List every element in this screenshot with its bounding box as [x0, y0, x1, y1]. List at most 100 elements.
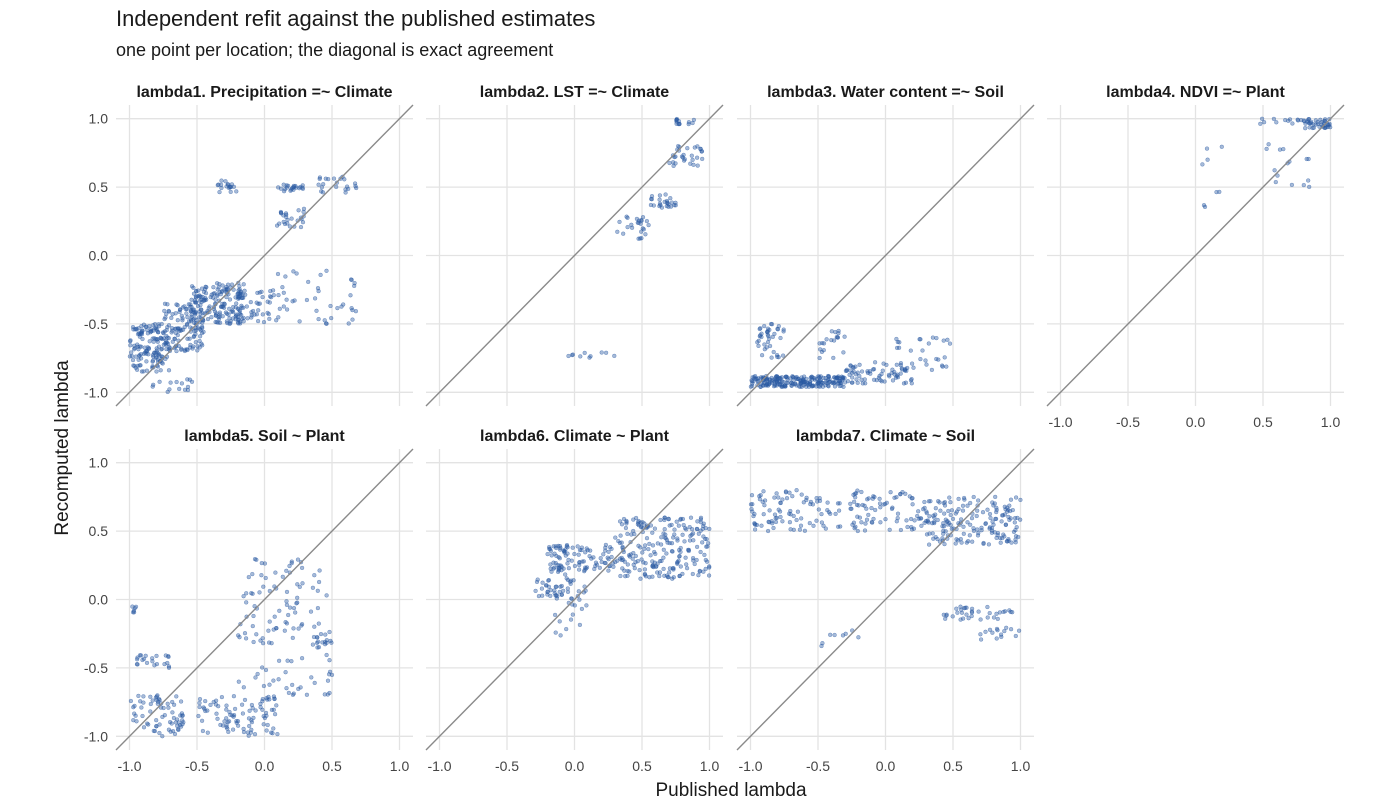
data-point — [300, 581, 305, 586]
data-point — [817, 496, 822, 501]
data-point — [225, 320, 230, 326]
data-point — [324, 640, 329, 646]
data-point — [234, 189, 239, 194]
data-point — [836, 331, 841, 336]
points-group — [566, 116, 705, 360]
data-point — [827, 379, 832, 384]
x-tick-label: 1.0 — [1011, 758, 1031, 774]
data-point — [275, 731, 280, 737]
data-point — [139, 705, 144, 710]
data-point — [661, 566, 666, 572]
data-point — [312, 624, 317, 629]
data-point — [1313, 122, 1318, 127]
panel-1: lambda1. Precipitation =~ Climate -1.0 -0.… — [84, 84, 414, 407]
data-point — [545, 551, 550, 557]
data-point — [1322, 118, 1327, 124]
data-point — [287, 605, 293, 610]
data-point — [1319, 120, 1324, 125]
data-point — [761, 489, 766, 494]
data-point — [920, 348, 925, 353]
data-point — [964, 612, 969, 617]
data-point — [642, 567, 648, 572]
data-point — [650, 543, 656, 548]
data-point — [821, 341, 827, 346]
data-point — [275, 271, 281, 277]
data-point — [185, 336, 190, 341]
data-point — [133, 713, 138, 718]
data-point — [242, 697, 248, 703]
data-point — [563, 572, 568, 577]
data-point — [669, 549, 675, 554]
data-point — [290, 635, 295, 641]
data-point — [201, 705, 206, 710]
data-point — [787, 490, 792, 495]
data-point — [241, 295, 246, 300]
data-point — [1010, 610, 1015, 615]
data-point — [998, 535, 1003, 541]
data-point — [784, 496, 790, 501]
data-point — [225, 726, 230, 731]
data-point — [971, 494, 976, 500]
data-point — [199, 286, 205, 291]
data-point — [857, 515, 863, 520]
data-point — [652, 526, 658, 531]
data-point — [324, 321, 329, 326]
data-point — [897, 340, 902, 345]
data-point — [615, 558, 620, 563]
x-tick-label: -1.0 — [427, 758, 451, 774]
data-point — [163, 342, 169, 347]
data-point — [571, 578, 576, 583]
data-point — [188, 302, 193, 307]
data-point — [284, 621, 290, 626]
data-point — [186, 302, 191, 307]
data-point — [204, 297, 209, 302]
data-point — [148, 709, 153, 714]
data-point — [811, 523, 816, 528]
data-point — [625, 562, 630, 567]
data-point — [980, 510, 986, 515]
data-point — [778, 514, 783, 520]
data-point — [233, 295, 238, 300]
data-point — [160, 714, 165, 720]
data-point — [151, 728, 156, 734]
data-point — [177, 386, 182, 392]
data-point — [284, 212, 289, 217]
data-point — [919, 523, 924, 528]
data-point — [251, 639, 256, 645]
data-point — [776, 495, 781, 500]
data-point — [298, 685, 303, 690]
data-point — [540, 580, 545, 585]
data-point — [227, 306, 232, 311]
data-point — [593, 563, 598, 569]
data-point — [569, 558, 574, 563]
x-tick-label: -0.5 — [185, 758, 209, 774]
data-point — [190, 307, 196, 312]
data-point — [1006, 536, 1011, 542]
data-point — [983, 521, 988, 526]
data-point — [259, 560, 264, 566]
data-point — [241, 594, 246, 599]
data-point — [1006, 507, 1011, 513]
data-point — [551, 566, 556, 571]
data-point — [316, 645, 322, 650]
data-point — [941, 338, 946, 343]
data-point — [564, 626, 569, 632]
data-point — [297, 186, 302, 191]
data-point — [212, 291, 217, 296]
data-point — [926, 542, 932, 547]
data-point — [163, 338, 168, 343]
data-point — [237, 284, 242, 289]
data-point — [976, 530, 981, 536]
data-point — [947, 495, 952, 500]
data-point — [694, 155, 700, 160]
data-point — [784, 374, 789, 379]
data-point — [927, 531, 932, 536]
x-tick-label: 0.0 — [1186, 414, 1206, 430]
data-point — [551, 560, 556, 565]
data-point — [930, 335, 936, 340]
data-point — [156, 324, 162, 329]
data-point — [617, 219, 622, 225]
y-axis-label: Recomputed lambda — [52, 360, 73, 536]
data-point — [609, 546, 614, 552]
data-point — [327, 629, 332, 635]
